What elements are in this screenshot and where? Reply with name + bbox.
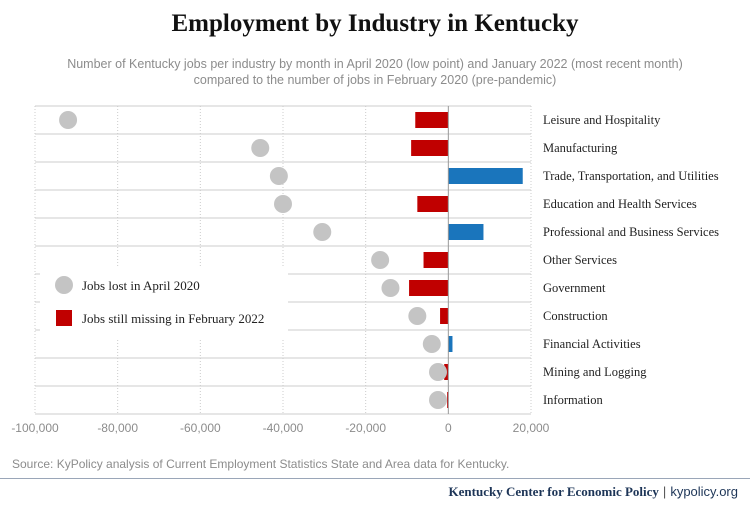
footer-org: Kentucky Center for Economic Policy — [448, 484, 659, 499]
chart-subtitle: Number of Kentucky jobs per industry by … — [20, 56, 730, 88]
x-tick-label: -80,000 — [97, 421, 138, 435]
legend-point-swatch — [55, 276, 73, 294]
legend-bar-swatch — [56, 310, 72, 326]
bar-jobs-missing — [409, 280, 449, 296]
bar-jobs-missing — [448, 168, 523, 184]
bar-jobs-missing — [448, 336, 453, 352]
category-label: Professional and Business Services — [543, 225, 719, 239]
subtitle-line-2: compared to the number of jobs in Februa… — [193, 73, 557, 87]
category-label: Financial Activities — [543, 337, 641, 351]
category-label: Mining and Logging — [543, 365, 647, 379]
legend-label-jobs-missing: Jobs still missing in February 2022 — [82, 311, 264, 326]
subtitle-line-1: Number of Kentucky jobs per industry by … — [67, 57, 683, 71]
point-jobs-lost — [313, 223, 332, 241]
x-tick-label: -60,000 — [180, 421, 221, 435]
point-jobs-lost — [408, 307, 427, 325]
category-label: Trade, Transportation, and Utilities — [543, 169, 719, 183]
bar-jobs-missing — [415, 112, 449, 128]
category-label: Information — [543, 393, 603, 407]
bar-jobs-missing — [411, 140, 449, 156]
source-note: Source: KyPolicy analysis of Current Emp… — [12, 457, 510, 471]
point-jobs-lost — [429, 391, 447, 409]
category-label: Manufacturing — [543, 141, 618, 155]
point-jobs-lost — [274, 195, 292, 213]
x-tick-label: 20,000 — [513, 421, 550, 435]
footer: Kentucky Center for Economic Policy | kypo… — [449, 484, 738, 500]
employment-chart: Leisure and Hospitality Manufacturing Trad… — [11, 105, 719, 435]
point-jobs-lost — [429, 363, 447, 381]
bar-jobs-missing — [448, 224, 484, 240]
point-jobs-lost — [251, 139, 270, 157]
bar-jobs-missing — [423, 252, 449, 268]
point-jobs-lost — [269, 167, 288, 185]
category-label: Other Services — [543, 253, 617, 267]
footer-site-link[interactable]: kypolicy.org — [670, 484, 738, 499]
bar-jobs-missing — [417, 196, 449, 212]
x-tick-label: -20,000 — [345, 421, 386, 435]
chart-title: Employment by Industry in Kentucky — [171, 10, 579, 37]
category-label: Education and Health Services — [543, 197, 697, 211]
point-jobs-lost — [422, 335, 441, 353]
point-jobs-lost — [59, 111, 78, 129]
x-tick-label: -100,000 — [11, 421, 59, 435]
legend-box — [40, 268, 288, 338]
category-label: Construction — [543, 309, 608, 323]
category-label: Government — [543, 281, 606, 295]
x-tick-label: 0 — [445, 421, 452, 435]
category-label: Leisure and Hospitality — [543, 113, 661, 127]
bar-jobs-missing — [440, 308, 449, 324]
footer-separator: | — [662, 484, 667, 499]
x-tick-label: -40,000 — [263, 421, 304, 435]
point-jobs-lost — [371, 251, 390, 269]
legend-label-jobs-lost: Jobs lost in April 2020 — [82, 278, 200, 293]
point-jobs-lost — [381, 279, 400, 297]
footer-divider — [0, 478, 750, 479]
